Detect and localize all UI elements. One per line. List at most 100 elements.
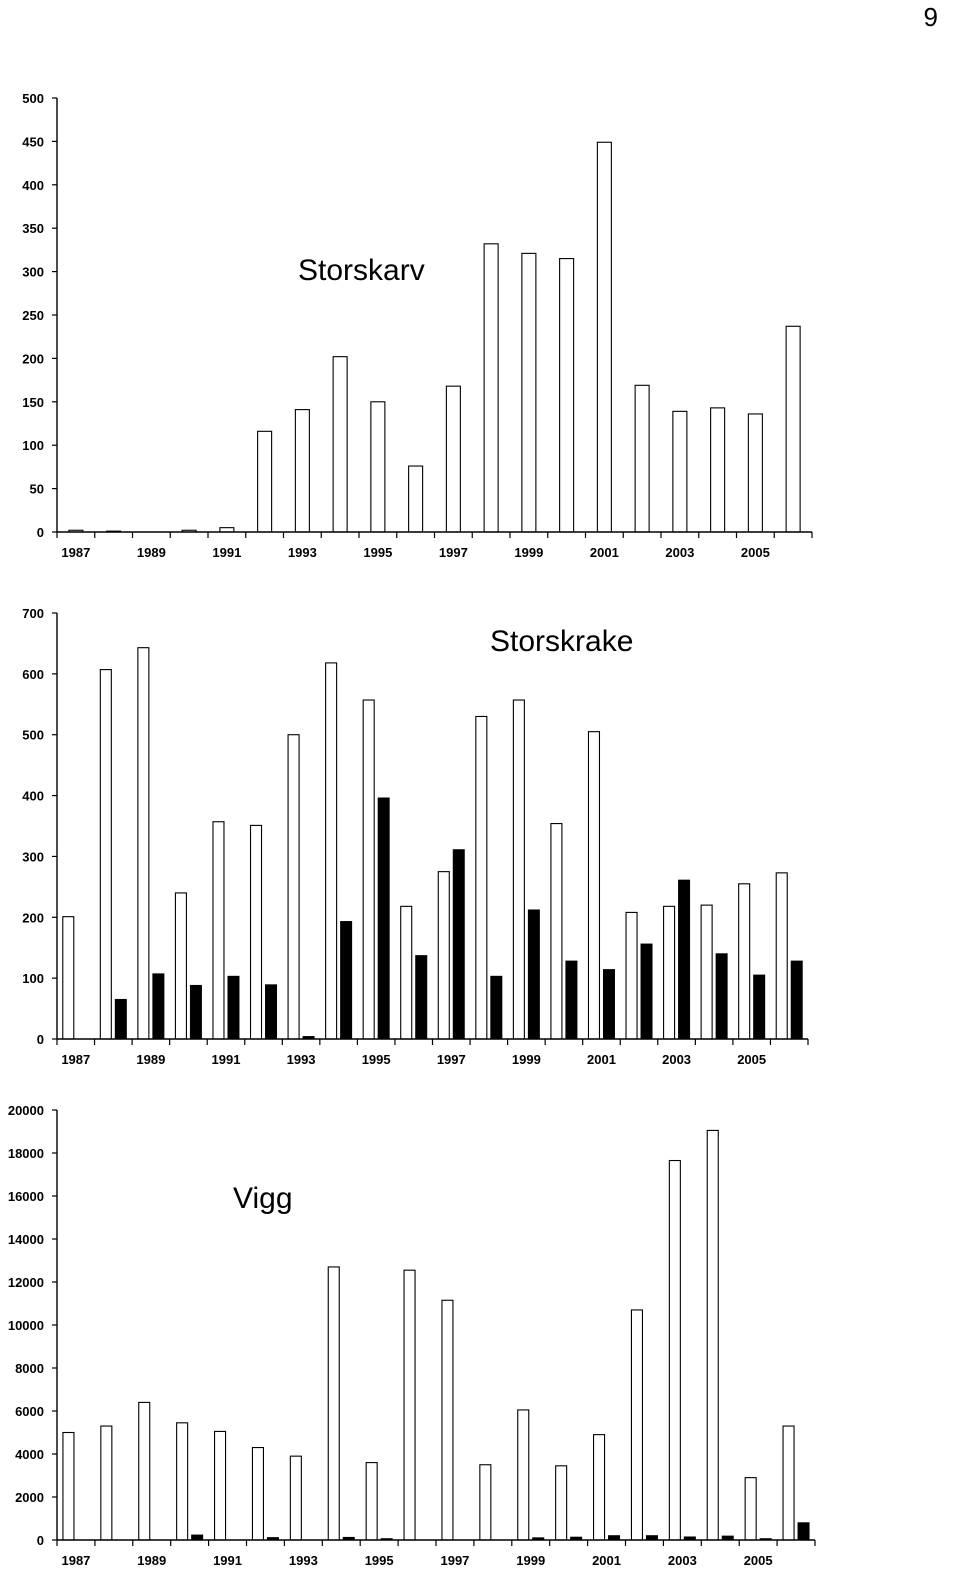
vigg-bar-open-1993 bbox=[289, 1455, 302, 1541]
vigg-ytick-label: 20000 bbox=[8, 1103, 44, 1118]
storskrake-bar-filled-2005 bbox=[753, 974, 766, 1040]
storskarv-bar-open-1996 bbox=[408, 465, 424, 533]
page-number: 9 bbox=[923, 2, 938, 32]
vigg-bar-open-2005 bbox=[744, 1477, 757, 1541]
storskrake-bar-open-1999 bbox=[512, 699, 525, 1040]
storskrake-ytick-label: 600 bbox=[22, 667, 44, 682]
storskrake-bar-filled-1988 bbox=[114, 998, 127, 1040]
vigg-bar-filled-1990 bbox=[191, 1534, 204, 1541]
storskrake-ytick-label: 500 bbox=[22, 728, 44, 743]
storskarv-ytick-label: 500 bbox=[22, 91, 44, 106]
storskarv-xtick-label: 1997 bbox=[439, 545, 468, 560]
vigg-xtick-label: 2005 bbox=[744, 1553, 773, 1568]
vigg-xtick-label: 1999 bbox=[516, 1553, 545, 1568]
storskarv-xtick-label: 2003 bbox=[665, 545, 694, 560]
storskarv-bar-open-1995 bbox=[370, 401, 386, 533]
vigg-bar-open-2002 bbox=[630, 1309, 644, 1541]
vigg-bar-filled-2006 bbox=[797, 1522, 810, 1541]
vigg-bar-open-1998 bbox=[479, 1464, 492, 1541]
storskrake-bar-open-2006 bbox=[775, 872, 788, 1040]
storskrake-title: Storskrake bbox=[490, 625, 633, 658]
storskarv-xtick-label: 2005 bbox=[741, 545, 770, 560]
storskrake-bar-open-2001 bbox=[587, 731, 601, 1040]
storskrake-bar-open-1993 bbox=[287, 734, 300, 1040]
storskrake-ytick-label: 0 bbox=[37, 1032, 44, 1047]
vigg-xtick-label: 2003 bbox=[668, 1553, 697, 1568]
storskarv-xtick-label: 1991 bbox=[212, 545, 241, 560]
vigg-bar-open-1999 bbox=[517, 1409, 530, 1541]
storskrake-bar-open-1988 bbox=[99, 669, 112, 1040]
storskarv-ytick-label: 450 bbox=[22, 134, 44, 149]
vigg-xtick-label: 2001 bbox=[592, 1553, 621, 1568]
vigg-bar-open-2004 bbox=[706, 1129, 719, 1541]
vigg-xtick-label: 1995 bbox=[365, 1553, 394, 1568]
storskarv-bar-open-2005 bbox=[747, 413, 763, 533]
storskrake-bar-filled-1995 bbox=[377, 797, 390, 1040]
storskarv-bar-open-1994 bbox=[332, 356, 348, 533]
storskarv-xtick-label: 2001 bbox=[590, 545, 619, 560]
storskrake-bar-open-1992 bbox=[249, 824, 263, 1040]
storskarv-xtick-label: 1989 bbox=[137, 545, 166, 560]
storskarv-bar-open-1993 bbox=[294, 409, 310, 533]
storskrake-bar-open-2005 bbox=[738, 883, 751, 1040]
storskrake-ytick-label: 200 bbox=[22, 910, 44, 925]
vigg-bar-open-2003 bbox=[668, 1159, 681, 1541]
vigg-bar-open-1997 bbox=[441, 1299, 454, 1541]
storskrake-bar-open-1998 bbox=[475, 715, 488, 1040]
vigg-ytick-label: 10000 bbox=[8, 1318, 44, 1333]
vigg-ytick-label: 6000 bbox=[15, 1404, 44, 1419]
storskarv-bar-open-1999 bbox=[521, 252, 537, 533]
storskarv-ytick-label: 100 bbox=[22, 438, 44, 453]
storskrake-xtick-label: 2003 bbox=[662, 1052, 691, 1067]
vigg-bar-open-1991 bbox=[214, 1430, 227, 1541]
vigg-bar-open-2000 bbox=[555, 1465, 568, 1541]
storskrake-bar-open-1987 bbox=[62, 916, 75, 1040]
storskarv-ytick-label: 200 bbox=[22, 351, 44, 366]
storskrake-bar-filled-1999 bbox=[527, 909, 540, 1040]
vigg-bar-open-2001 bbox=[592, 1434, 606, 1541]
storskrake-bar-filled-2006 bbox=[790, 960, 803, 1040]
vigg-bar-open-1988 bbox=[100, 1425, 113, 1541]
storskrake-xtick-label: 1995 bbox=[362, 1052, 391, 1067]
storskrake-bar-open-1994 bbox=[325, 662, 338, 1040]
storskrake-xtick-label: 1987 bbox=[61, 1052, 90, 1067]
storskrake-xtick-label: 1989 bbox=[136, 1052, 165, 1067]
vigg-ytick-label: 18000 bbox=[8, 1146, 44, 1161]
storskrake-xtick-label: 1993 bbox=[287, 1052, 316, 1067]
storskrake-bar-filled-2003 bbox=[678, 879, 691, 1040]
storskarv-bar-open-1992 bbox=[257, 430, 273, 533]
storskrake-bar-open-1991 bbox=[212, 821, 225, 1040]
storskarv-bar-open-2003 bbox=[672, 410, 688, 533]
storskarv-bar-open-1998 bbox=[483, 243, 499, 533]
storskrake-ytick-label: 400 bbox=[22, 789, 44, 804]
vigg-bar-open-1995 bbox=[365, 1462, 378, 1541]
vigg-ytick-label: 0 bbox=[37, 1533, 44, 1548]
storskrake-xtick-label: 1997 bbox=[437, 1052, 466, 1067]
storskrake-xtick-label: 1991 bbox=[212, 1052, 241, 1067]
vigg-bar-open-1996 bbox=[403, 1269, 416, 1541]
vigg-title: Vigg bbox=[233, 1182, 293, 1215]
vigg-chart: Vigg 0 2000 4000 6000 8000 10000 12000 14000 1600… bbox=[8, 1103, 816, 1568]
storskrake-bar-filled-1992 bbox=[265, 984, 278, 1040]
vigg-xtick-label: 1997 bbox=[440, 1553, 469, 1568]
storskarv-bar-open-2000 bbox=[559, 258, 575, 533]
storskrake-xtick-label: 2001 bbox=[587, 1052, 616, 1067]
storskarv-title: Storskarv bbox=[298, 254, 425, 287]
vigg-bar-open-1994 bbox=[327, 1266, 340, 1541]
storskarv-ytick-label: 50 bbox=[30, 482, 44, 497]
storskarv-chart: Storskarv 0 50 100 150 200 250 300 350 400 450 500 1… bbox=[22, 91, 813, 560]
storskarv-xtick-label: 1993 bbox=[288, 545, 317, 560]
storskrake-xtick-label: 1999 bbox=[512, 1052, 541, 1067]
vigg-bar-open-1990 bbox=[176, 1422, 189, 1541]
storskrake-bar-filled-2004 bbox=[715, 953, 728, 1040]
storskrake-bar-filled-1990 bbox=[189, 984, 202, 1040]
storskarv-ytick-label: 300 bbox=[22, 265, 44, 280]
vigg-xtick-label: 1993 bbox=[289, 1553, 318, 1568]
storskrake-bar-open-1990 bbox=[174, 892, 187, 1040]
storskrake-bar-open-1989 bbox=[137, 647, 150, 1040]
vigg-ytick-label: 8000 bbox=[15, 1361, 44, 1376]
storskrake-ytick-label: 300 bbox=[22, 849, 44, 864]
storskarv-xtick-label: 1987 bbox=[61, 545, 90, 560]
storskrake-bar-filled-2002 bbox=[640, 943, 653, 1040]
vigg-xtick-label: 1989 bbox=[137, 1553, 166, 1568]
